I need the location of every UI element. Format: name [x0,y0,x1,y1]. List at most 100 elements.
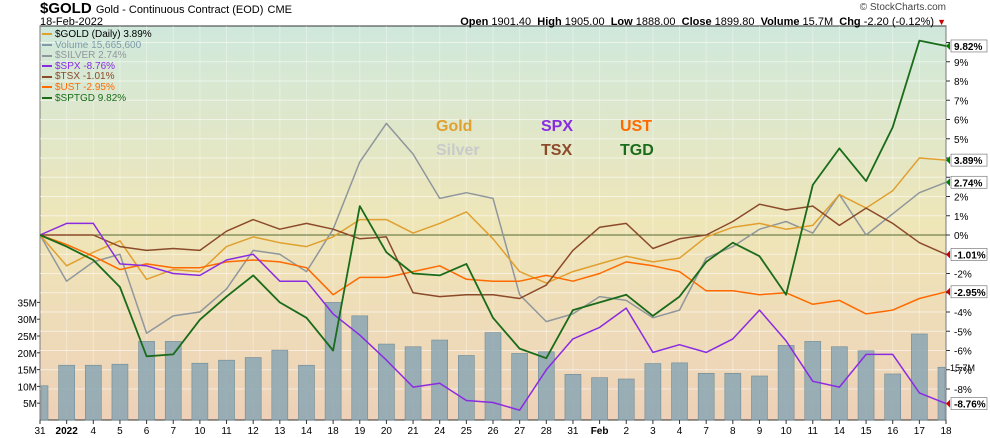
volume-end-label: 15.7M [950,363,975,373]
volume-bar [884,373,902,421]
chart-date: 18-Feb-2022 [40,16,103,28]
x-tick-label: 4 [91,426,97,437]
legend-entry: $SPX -8.76% [42,60,152,73]
end-marker-gold [946,156,950,165]
x-tick-label: 28 [541,426,553,437]
volume-bar [644,363,662,421]
x-tick-label: 18 [940,426,952,437]
volume-bar [564,374,582,421]
x-tick-label: 11 [808,426,819,437]
series-line-ust [39,234,947,315]
y-tick-label: 2% [954,193,969,204]
x-tick-label: 7 [170,426,176,437]
series-name-ust: UST [620,118,652,135]
volume-bar [671,362,688,421]
chg-value: -2.20 (-0.12%) [863,16,935,28]
legend-label: $TSX -1.01% [55,71,115,83]
end-marker-ust [946,287,950,296]
legend-entry: Volume 15,665,600 [42,40,152,52]
legend-entry: $SILVER 2.74% [42,50,152,62]
end-label-box-ust [950,285,988,299]
x-tick-label: 20 [381,426,393,437]
volume-bar [724,372,742,421]
close-label: Close [681,16,712,28]
volume-bar [458,355,475,421]
x-tick-label: 10 [781,426,793,437]
y-tick-label: 0% [954,231,969,242]
x-tick-label: 17 [914,426,926,437]
volume-bar [751,375,768,421]
end-marker-spx [946,399,950,408]
volume-tick-label: 10M [18,382,37,393]
legend-swatch [42,86,52,89]
volume-bar [911,333,928,421]
end-label-gold: 3.89% [954,156,982,167]
low-label: Low [610,16,633,28]
y-tick-label: 1% [954,212,969,223]
x-tick-label: 11 [221,426,232,437]
symbol-title: $GOLD Gold - Continuous Contract (EOD) C… [40,0,292,17]
end-label-silver: 2.74% [954,178,982,189]
x-tick-label: 15 [860,426,872,437]
volume-label: Volume [760,16,800,28]
x-tick-label: 14 [834,426,846,437]
legend-label: $UST -2.95% [55,81,115,93]
volume-bar [617,378,635,421]
legend-swatch [42,33,52,36]
volume-bar [537,351,555,421]
volume-tick-label: 25M [18,332,37,343]
end-labels: 15.7M 3.89% 2.74% -8.76% -1.01% -2.95% 9.82% [946,39,988,411]
symbol: $GOLD [40,0,92,17]
exchange: CME [267,4,292,16]
legend-label: $SPTGD 9.82% [55,92,127,104]
open-value: 1901.40 [491,16,532,28]
volume-bar [484,332,502,421]
series-line-tsx [40,203,947,300]
end-label-box-tgd [950,39,988,53]
end-label-box-spx [950,397,988,410]
x-tick-label: 4 [677,426,683,437]
legend-label: $SPX -8.76% [55,60,116,72]
volume-bar [404,346,422,421]
series-name-gold: Gold [436,118,473,135]
legend-swatch [42,54,52,57]
y-tick-label: -2% [954,270,972,281]
volume-bar [591,377,608,421]
end-label-tgd: 9.82% [954,42,982,53]
series-name-silver: Silver [436,142,480,159]
x-tick-label: 18 [328,426,340,437]
y-tick-label: 6% [954,116,969,127]
quote-bar: Open 1901.40 High 1905.00 Low 1888.00 Cl… [460,16,946,28]
x-tick-label: 14 [301,426,313,437]
y-tick-label: -6% [954,347,972,358]
low-value: 1888.00 [635,16,676,28]
x-tick-label: 27 [514,426,526,437]
legend-label: $SILVER 2.74% [55,50,127,62]
volume-bar [271,349,289,421]
end-label-tsx: -1.01% [954,250,986,261]
x-tick-label: 10 [194,426,206,437]
volume-value: 15.7M [802,16,834,28]
legend-swatch [42,75,52,78]
x-tick-label: 3 [650,426,656,437]
series-name-tsx: TSX [541,142,573,159]
volume-tick-label: 5M [23,399,37,410]
x-tick-label: 13 [274,426,286,437]
x-tick-label: 8 [730,426,736,437]
series-line-spx [39,222,947,411]
end-marker-tgd [946,41,950,50]
legend: $GOLD (Daily) 3.89% Volume 15,665,600 $SIL… [42,29,152,104]
series-line-gold [39,157,947,284]
x-tick-label: 21 [407,426,419,437]
x-tick-label: 25 [461,426,473,437]
volume-tick-label: 30M [18,315,37,326]
x-tick-label: 24 [434,426,446,437]
symbol-description: Gold - Continuous Contract (EOD) [95,4,264,16]
legend-swatch [42,96,52,99]
volume-bar [298,364,315,421]
volume-bar [40,385,49,421]
high-value: 1905.00 [564,16,605,28]
volume-bar [831,346,848,421]
x-tick-label: 12 [248,426,260,437]
close-value: 1899.80 [714,16,755,28]
